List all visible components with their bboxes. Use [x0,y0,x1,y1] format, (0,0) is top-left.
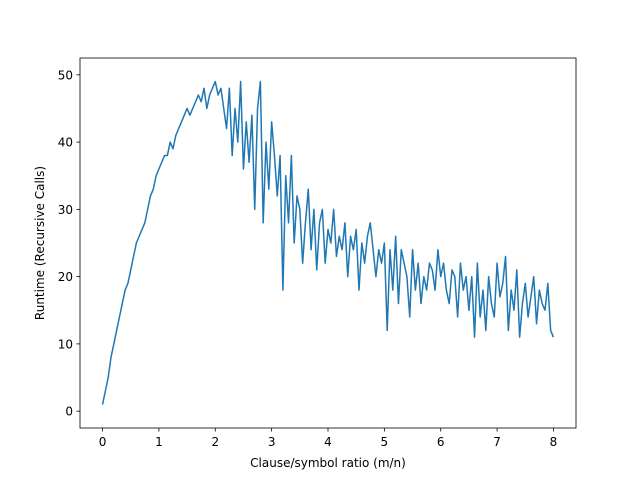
x-tick-label: 6 [437,435,445,449]
x-tick-label: 8 [550,435,558,449]
x-tick-label: 4 [324,435,332,449]
y-tick-label: 10 [58,337,73,351]
x-tick-label: 2 [211,435,219,449]
y-tick-label: 50 [58,68,73,82]
series-layer [101,80,555,405]
x-axis-label: Clause/symbol ratio (m/n) [250,456,406,470]
x-tick-label: 3 [268,435,276,449]
y-axis-ticks: 0 10 20 30 40 50 [58,68,80,419]
y-tick-label: 40 [58,136,73,150]
series-line-0 [101,80,555,405]
y-tick-label: 20 [58,270,73,284]
x-axis-ticks: 0 1 2 3 4 5 6 7 8 [99,428,558,449]
plot-area [80,58,576,428]
y-tick-label: 30 [58,203,73,217]
x-tick-label: 7 [493,435,501,449]
y-tick-label: 0 [65,405,73,419]
y-axis-label: Runtime (Recursive Calls) [33,166,47,320]
x-tick-label: 5 [381,435,389,449]
x-tick-label: 0 [99,435,107,449]
x-tick-label: 1 [155,435,163,449]
